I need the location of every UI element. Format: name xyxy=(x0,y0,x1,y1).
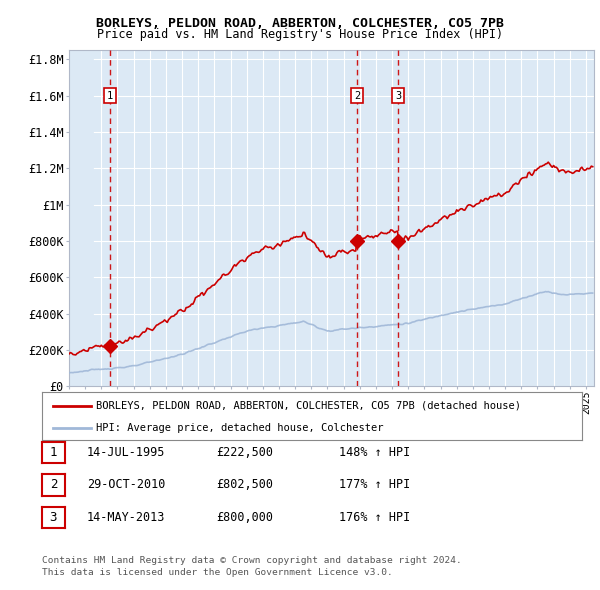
Text: 3: 3 xyxy=(50,511,57,524)
Text: £222,500: £222,500 xyxy=(216,446,273,459)
Text: 148% ↑ HPI: 148% ↑ HPI xyxy=(339,446,410,459)
Text: Price paid vs. HM Land Registry's House Price Index (HPI): Price paid vs. HM Land Registry's House … xyxy=(97,28,503,41)
Text: 29-OCT-2010: 29-OCT-2010 xyxy=(87,478,166,491)
Text: BORLEYS, PELDON ROAD, ABBERTON, COLCHESTER, CO5 7PB (detached house): BORLEYS, PELDON ROAD, ABBERTON, COLCHEST… xyxy=(96,401,521,411)
Text: BORLEYS, PELDON ROAD, ABBERTON, COLCHESTER, CO5 7PB: BORLEYS, PELDON ROAD, ABBERTON, COLCHEST… xyxy=(96,17,504,30)
Text: 1: 1 xyxy=(50,446,57,459)
Text: 176% ↑ HPI: 176% ↑ HPI xyxy=(339,511,410,524)
Text: 1: 1 xyxy=(107,90,113,100)
Text: This data is licensed under the Open Government Licence v3.0.: This data is licensed under the Open Gov… xyxy=(42,568,393,577)
Text: 3: 3 xyxy=(395,90,401,100)
Text: Contains HM Land Registry data © Crown copyright and database right 2024.: Contains HM Land Registry data © Crown c… xyxy=(42,556,462,565)
Bar xyxy=(69,50,93,386)
Text: 2: 2 xyxy=(354,90,360,100)
Text: HPI: Average price, detached house, Colchester: HPI: Average price, detached house, Colc… xyxy=(96,423,383,432)
Text: 14-JUL-1995: 14-JUL-1995 xyxy=(87,446,166,459)
Text: 177% ↑ HPI: 177% ↑ HPI xyxy=(339,478,410,491)
Text: 2: 2 xyxy=(50,478,57,491)
Text: £800,000: £800,000 xyxy=(216,511,273,524)
Text: 14-MAY-2013: 14-MAY-2013 xyxy=(87,511,166,524)
Text: £802,500: £802,500 xyxy=(216,478,273,491)
